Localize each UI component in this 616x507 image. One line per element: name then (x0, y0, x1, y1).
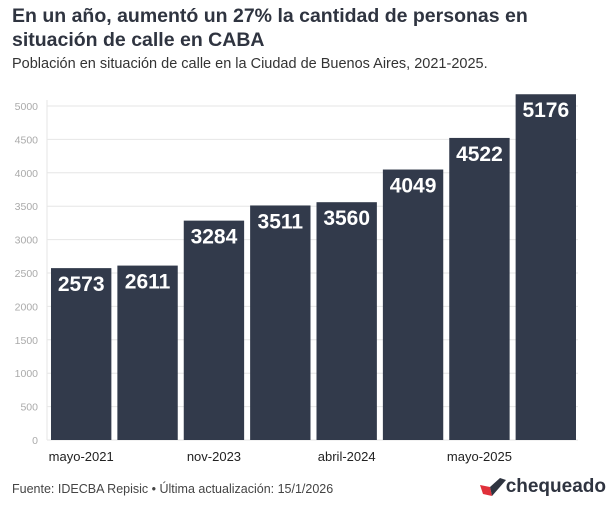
chequeado-logo: chequeado (479, 476, 606, 498)
data-label: 5176 (522, 99, 569, 122)
x-tick-label: abril-2024 (318, 449, 376, 464)
source-note: Fuente: IDECBA Repisic • Última actualiz… (12, 482, 334, 496)
data-label: 3284 (191, 226, 238, 249)
y-tick-label: 500 (20, 402, 38, 414)
y-tick-label: 3500 (15, 201, 39, 213)
data-label: 3511 (258, 210, 304, 233)
bar (515, 94, 576, 441)
y-tick-label: 4500 (15, 134, 39, 146)
bar (382, 169, 444, 440)
data-label: 2573 (58, 273, 105, 296)
bar (51, 268, 112, 440)
chart-subtitle: Población en situación de calle en la Ci… (12, 56, 488, 72)
y-tick-label: 5000 (15, 101, 39, 113)
data-label: 4522 (456, 143, 503, 166)
data-label: 3560 (323, 207, 370, 230)
y-tick-label: 3000 (15, 235, 39, 247)
x-tick-label: mayo-2021 (49, 449, 114, 464)
y-tick-label: 0 (32, 435, 38, 447)
data-label: 4049 (390, 175, 437, 198)
x-tick-label: nov-2023 (187, 449, 241, 464)
bar (183, 220, 245, 440)
logo-text: chequeado (505, 476, 606, 497)
y-tick-label: 1500 (15, 335, 39, 347)
bar (117, 265, 178, 440)
y-tick-label: 1000 (15, 368, 39, 380)
chart-title: En un año, aumentó un 27% la cantidad de… (12, 5, 528, 51)
x-tick-label: mayo-2025 (447, 449, 512, 464)
y-tick-label: 2500 (15, 268, 39, 280)
data-label: 2611 (125, 271, 171, 294)
y-tick-label: 4000 (15, 168, 39, 180)
bar (316, 202, 377, 440)
bar (250, 205, 311, 440)
y-tick-label: 2000 (15, 301, 39, 313)
bar (449, 137, 510, 440)
check-logo-icon (479, 478, 506, 496)
